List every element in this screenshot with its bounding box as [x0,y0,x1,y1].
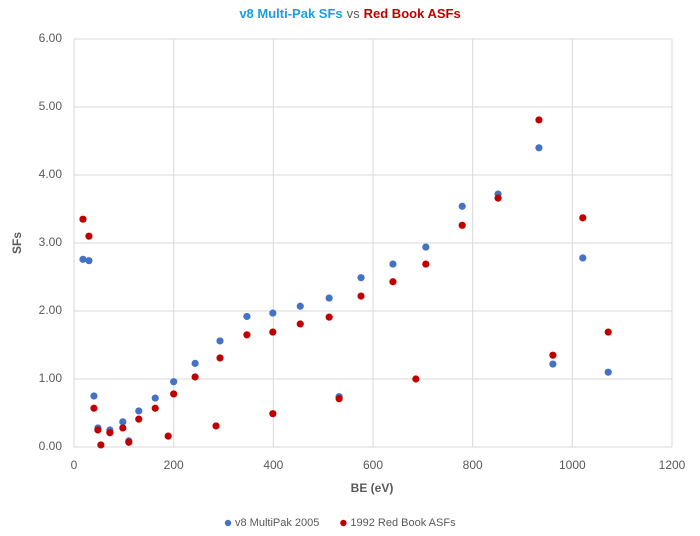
point [191,359,199,367]
legend-label: v8 MultiPak 2005 [235,517,319,529]
point [458,221,466,229]
point [216,337,224,345]
point [151,394,159,402]
point [119,418,127,426]
point [243,331,251,339]
x-tick-label: 200 [164,458,184,472]
point [94,426,102,434]
y-tick-label: 3.00 [39,235,63,249]
point [412,375,420,383]
point [119,424,127,432]
point [549,351,557,359]
point [79,215,87,223]
x-tick-label: 600 [363,458,383,472]
point [212,422,220,430]
point [296,302,304,310]
y-axis-title: SFs [10,232,24,254]
point [422,243,430,251]
point [296,320,304,328]
point [106,429,114,437]
y-tick-label: 1.00 [39,371,63,385]
x-tick-label: 0 [71,458,78,472]
point [535,144,543,152]
chart-title: v8 Multi-Pak SFs vs Red Book ASFs [239,6,460,21]
point [549,360,557,368]
title-part: vs [347,6,361,21]
point [125,438,133,446]
x-tick-label: 1000 [559,458,586,472]
title-part: Red Book ASFs [364,6,461,21]
point [269,328,277,336]
point [97,441,105,449]
point [494,194,502,202]
point [269,410,277,418]
point [164,432,172,440]
y-tick-label: 0.00 [39,439,63,453]
point [535,116,543,124]
x-tick-label: 800 [463,458,483,472]
point [135,415,143,423]
point [422,260,430,268]
x-axis-title: BE (eV) [351,481,394,495]
point [135,407,143,415]
point [604,328,612,336]
legend-label: 1992 Red Book ASFs [350,517,456,529]
point [579,214,587,222]
point [85,232,93,240]
y-tick-label: 4.00 [39,167,63,181]
point [191,373,199,381]
point [325,313,333,321]
point [357,274,365,282]
y-tick-label: 6.00 [39,31,63,45]
point [79,255,87,263]
point [151,404,159,412]
point [170,390,178,398]
point [243,312,251,321]
point [90,392,98,400]
y-tick-label: 5.00 [39,99,63,113]
title-part: v8 Multi-Pak SFs [239,6,342,21]
point [90,404,98,412]
legend-marker [224,519,232,527]
point [458,202,466,210]
point [357,292,365,300]
point [269,309,277,317]
point [85,257,93,265]
point [604,368,612,376]
point [216,354,224,362]
x-tick-label: 1200 [659,458,686,472]
point [389,260,397,268]
y-tick-label: 2.00 [39,303,63,317]
legend-marker [340,519,347,527]
point [335,395,343,403]
point [170,378,178,386]
point [389,278,397,286]
point [579,254,587,262]
point [325,294,333,302]
x-tick-label: 400 [263,458,283,472]
